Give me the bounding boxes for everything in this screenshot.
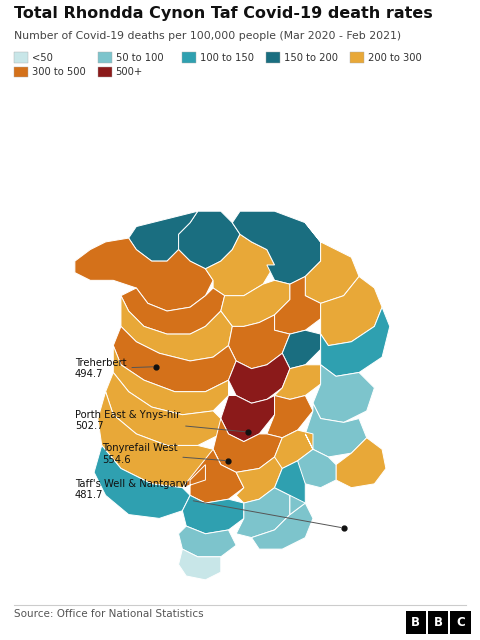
Text: Taff's Well & Nantgarw
481.7: Taff's Well & Nantgarw 481.7 <box>75 479 341 527</box>
Text: 200 to 300: 200 to 300 <box>368 52 421 63</box>
Bar <box>406 611 426 634</box>
Polygon shape <box>94 445 190 518</box>
Bar <box>450 611 470 634</box>
Polygon shape <box>98 392 221 488</box>
Polygon shape <box>252 503 313 549</box>
Polygon shape <box>121 296 232 361</box>
Text: Treherbert
494.7: Treherbert 494.7 <box>75 358 153 380</box>
Polygon shape <box>113 346 228 415</box>
Polygon shape <box>298 434 336 488</box>
Polygon shape <box>106 372 221 445</box>
Polygon shape <box>336 438 386 488</box>
Text: 100 to 150: 100 to 150 <box>200 52 253 63</box>
Polygon shape <box>182 449 244 503</box>
Polygon shape <box>236 488 290 538</box>
Polygon shape <box>305 403 367 457</box>
Polygon shape <box>179 211 240 269</box>
Polygon shape <box>275 461 305 515</box>
Polygon shape <box>228 315 290 369</box>
Text: 150 to 200: 150 to 200 <box>284 52 338 63</box>
Text: Total Rhondda Cynon Taf Covid-19 death rates: Total Rhondda Cynon Taf Covid-19 death r… <box>14 6 433 21</box>
Polygon shape <box>275 365 321 399</box>
Polygon shape <box>321 276 382 346</box>
Bar <box>428 611 448 634</box>
Text: B: B <box>433 616 443 628</box>
Polygon shape <box>267 430 313 468</box>
Polygon shape <box>205 234 275 296</box>
Polygon shape <box>236 457 282 503</box>
Polygon shape <box>305 223 359 303</box>
Polygon shape <box>221 396 275 442</box>
Polygon shape <box>228 353 290 403</box>
Text: Porth East & Ynys-hir
502.7: Porth East & Ynys-hir 502.7 <box>75 410 245 432</box>
Polygon shape <box>313 365 374 422</box>
Text: Number of Covid-19 deaths per 100,000 people (Mar 2020 - Feb 2021): Number of Covid-19 deaths per 100,000 pe… <box>14 31 402 41</box>
Polygon shape <box>75 238 213 311</box>
Text: 300 to 500: 300 to 500 <box>32 67 85 77</box>
Polygon shape <box>213 419 282 472</box>
Polygon shape <box>121 288 225 334</box>
Polygon shape <box>267 396 313 438</box>
Text: Tonyrefail West
554.6: Tonyrefail West 554.6 <box>102 443 226 465</box>
Polygon shape <box>129 211 198 261</box>
Polygon shape <box>221 280 290 326</box>
Polygon shape <box>282 330 321 369</box>
Text: 500+: 500+ <box>116 67 143 77</box>
Text: C: C <box>456 616 465 628</box>
Text: 50 to 100: 50 to 100 <box>116 52 163 63</box>
Polygon shape <box>232 211 321 284</box>
Text: Source: Office for National Statistics: Source: Office for National Statistics <box>14 609 204 620</box>
Polygon shape <box>290 495 305 515</box>
Polygon shape <box>179 526 236 557</box>
Polygon shape <box>182 495 244 534</box>
Text: B: B <box>411 616 420 628</box>
Polygon shape <box>179 549 221 580</box>
Polygon shape <box>321 307 390 376</box>
Text: <50: <50 <box>32 52 52 63</box>
Polygon shape <box>275 276 321 334</box>
Polygon shape <box>113 326 236 392</box>
